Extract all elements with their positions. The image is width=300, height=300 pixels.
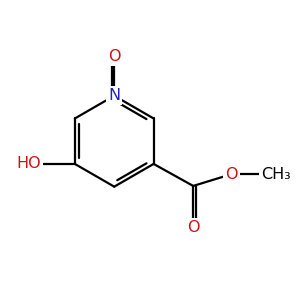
Text: O: O xyxy=(108,49,121,64)
Text: N: N xyxy=(108,88,120,103)
Text: CH₃: CH₃ xyxy=(261,167,290,182)
Text: HO: HO xyxy=(16,156,41,171)
Text: O: O xyxy=(225,167,238,182)
Text: O: O xyxy=(187,220,200,235)
